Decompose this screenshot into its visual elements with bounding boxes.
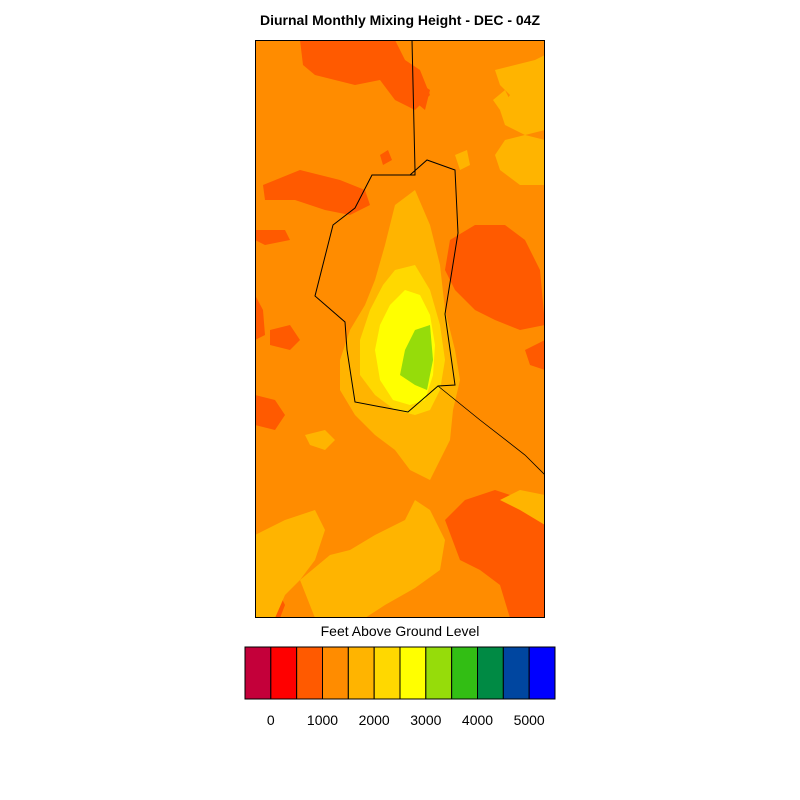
colorbar-swatch bbox=[399, 646, 427, 700]
contour-low-lower-left bbox=[255, 395, 285, 430]
colorbar-tick-label: 1000 bbox=[306, 712, 339, 728]
contour-mid-left-blob bbox=[305, 430, 335, 450]
colorbar-swatch bbox=[502, 646, 530, 700]
map-frame bbox=[255, 40, 545, 618]
contour-low-top-center bbox=[413, 80, 430, 110]
colorbar-swatch bbox=[322, 646, 349, 700]
colorbar-swatch bbox=[451, 646, 479, 700]
colorbar-swatch bbox=[244, 646, 272, 700]
colorbar-tick-label: 4000 bbox=[461, 712, 494, 728]
mixing-height-map bbox=[255, 40, 545, 618]
colorbar-tick-label: 3000 bbox=[410, 712, 442, 728]
boundary-line bbox=[314, 40, 459, 413]
colorbar bbox=[244, 646, 556, 700]
colorbar-title: Feet Above Ground Level bbox=[320, 623, 480, 639]
contour-low-upper-left bbox=[263, 170, 370, 215]
colorbar-tick-label: 0 bbox=[266, 712, 275, 728]
contour-low-top bbox=[300, 40, 430, 110]
colorbar-swatch bbox=[347, 646, 375, 700]
contour-mid-bottom-right bbox=[500, 490, 545, 525]
contour-mid-bottom-center bbox=[300, 500, 445, 618]
colorbar-swatch bbox=[528, 646, 556, 700]
contour-low-dot bbox=[380, 150, 392, 165]
colorbar-swatch bbox=[373, 646, 401, 700]
colorbar-tick-label: 2000 bbox=[358, 712, 390, 728]
colorbar-swatch bbox=[296, 646, 324, 700]
colorbar-swatch bbox=[270, 646, 298, 700]
map-title: Diurnal Monthly Mixing Height - DEC - 04… bbox=[260, 12, 540, 28]
contour-mid-center-spot bbox=[455, 150, 470, 170]
contour-low-lower-right bbox=[445, 490, 545, 618]
contour-green bbox=[400, 325, 433, 390]
contour-mid-top-spot bbox=[493, 90, 510, 110]
contour-low-left-spot bbox=[255, 230, 290, 245]
contour-mid-bottom bbox=[255, 510, 325, 618]
contour-low-right-spot bbox=[525, 340, 545, 370]
colorbar-swatch bbox=[477, 646, 504, 700]
contour-low-upper-right bbox=[445, 225, 545, 330]
contour-low-mid-left bbox=[270, 325, 300, 350]
colorbar-tick-label: 5000 bbox=[513, 712, 545, 728]
boundary-line-east bbox=[437, 385, 545, 476]
contour-mid-left-spot bbox=[505, 150, 523, 170]
contour-low-left-edge bbox=[255, 295, 265, 340]
colorbar-swatch bbox=[425, 646, 453, 700]
contour-mid-top-right bbox=[495, 55, 545, 135]
